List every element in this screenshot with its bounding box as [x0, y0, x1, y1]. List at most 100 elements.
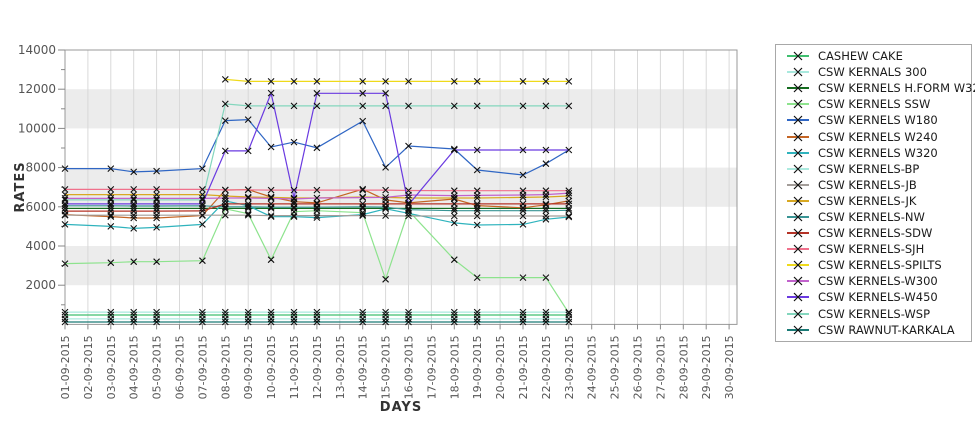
legend-item-cashew-cake: CASHEW CAKE	[776, 48, 971, 64]
legend-label: CSW KERNELS-WSP	[818, 306, 931, 321]
grid-band	[65, 167, 737, 207]
x-tick-label: 16-09-2015	[403, 335, 416, 399]
x-tick-label: 20-09-2015	[494, 335, 507, 399]
legend-item-csw-kernels-spilts: CSW KERNELS-SPILTS	[776, 257, 971, 273]
x-tick-label: 17-09-2015	[425, 335, 438, 399]
y-tick-label: 6000	[25, 200, 56, 214]
legend-marker-icon	[787, 293, 809, 302]
x-tick-label: 09-09-2015	[242, 335, 255, 399]
y-axis-title: RATES	[13, 161, 28, 212]
x-tick-label: 21-09-2015	[517, 335, 530, 399]
y-tick-label: 14000	[18, 43, 56, 57]
legend-marker-icon	[787, 99, 809, 109]
legend-marker-icon	[787, 51, 809, 61]
legend-label: CSW KERNELS-SDW	[818, 226, 933, 241]
grid-band	[65, 89, 737, 129]
legend-label: CSW KERNELS W320	[818, 145, 938, 160]
x-tick-label: 13-09-2015	[334, 335, 347, 399]
series-line-csw-kernels-nw	[65, 205, 569, 212]
legend-label: CSW KERNELS W240	[818, 129, 938, 144]
legend-item-csw-kernels-w240: CSW KERNELS W240	[776, 128, 971, 144]
x-tick-label: 04-09-2015	[128, 335, 141, 399]
legend-item-csw-kernels-nw: CSW KERNELS-NW	[776, 209, 971, 225]
legend-item-csw-kernels-sjh: CSW KERNELS-SJH	[776, 241, 971, 257]
x-tick-label: 28-09-2015	[677, 335, 690, 399]
x-tick-label: 27-09-2015	[654, 335, 667, 399]
legend-marker-icon	[787, 309, 809, 318]
legend-marker-icon	[787, 132, 809, 141]
legend-item-csw-kernels-wsp: CSW KERNELS-WSP	[776, 306, 971, 322]
x-tick-label: 02-09-2015	[82, 335, 95, 399]
series-line-csw-kernels-w320	[64, 200, 569, 230]
legend-label: CSW KERNELS-BP	[818, 161, 920, 176]
legend-label: CSW KERNELS-SPILTS	[818, 258, 942, 273]
y-tick-label: 10000	[18, 121, 56, 135]
series-line-csw-kernels-w240	[64, 188, 569, 219]
legend-item-csw-kernals-300: CSW KERNALS 300	[776, 64, 971, 80]
series-line-csw-kernels-sdw	[65, 203, 569, 212]
x-tick-label: 23-09-2015	[563, 335, 576, 399]
legend-marker-icon	[787, 212, 809, 222]
x-tick-label: 22-09-2015	[540, 335, 553, 399]
x-tick-label: 26-09-2015	[632, 335, 645, 399]
legend-item-csw-rawnut-karkala: CSW RAWNUT-KARKALA	[776, 322, 971, 338]
x-tick-label: 01-09-2015	[59, 335, 72, 399]
legend-marker-icon	[787, 115, 809, 125]
x-tick-label: 30-09-2015	[723, 335, 736, 399]
legend-marker-icon	[787, 325, 809, 335]
plot-layer: 2000 4000 6000 8000 10000 12000 14000 01-09-201…	[18, 43, 738, 399]
legend-label: CSW KERNELS-JB	[818, 177, 917, 192]
x-tick-label: 29-09-2015	[700, 335, 713, 399]
legend-marker-icon	[787, 276, 809, 286]
y-tick-label: 4000	[25, 239, 56, 253]
legend-label: CSW KERNELS SSW	[818, 97, 931, 112]
legend-marker-icon	[787, 260, 809, 270]
legend-item-csw-kernels-h-form-w320: CSW KERNELS H.FORM W320	[776, 80, 975, 96]
grid-band	[65, 246, 737, 286]
legend-item-csw-kernels-w450: CSW KERNELS-W450	[776, 289, 971, 305]
x-tick-label: 06-09-2015	[174, 335, 187, 399]
series-line-csw-kernels-jb	[65, 214, 569, 217]
legend-item-csw-kernels-w320: CSW KERNELS W320	[776, 145, 971, 161]
legend-item-csw-kernels-bp: CSW KERNELS-BP	[776, 161, 971, 177]
chart-legend: CASHEW CAKE CSW KERNALS 300 CSW KERNELS H.…	[775, 44, 975, 342]
series-line-csw-kernels-sjh	[65, 188, 569, 192]
legend-label: CSW KERNELS-NW	[818, 209, 925, 224]
x-tick-label: 18-09-2015	[448, 335, 461, 399]
legend-item-csw-kernels-sdw: CSW KERNELS-SDW	[776, 225, 971, 241]
legend-label: CSW KERNELS-W300	[818, 274, 938, 289]
legend-label: CSW KERNELS-W450	[818, 290, 938, 305]
legend-marker-icon	[787, 228, 809, 238]
x-tick-label: 15-09-2015	[380, 335, 393, 399]
legend-label: CSW RAWNUT-KARKALA	[818, 322, 955, 337]
series-line-csw-kernels-wsp	[65, 103, 569, 201]
series-line-csw-kernels-w300	[65, 192, 569, 200]
x-tick-label: 03-09-2015	[105, 335, 118, 399]
legend-label: CSW KERNALS 300	[818, 65, 927, 80]
x-axis-title: DAYS	[380, 400, 422, 415]
x-tick-label: 14-09-2015	[357, 335, 370, 399]
x-tick-label: 08-09-2015	[219, 335, 232, 399]
legend-marker-icon	[787, 196, 809, 206]
legend-item-csw-kernels-w180: CSW KERNELS W180	[776, 112, 971, 128]
series-line-csw-kernels-w450	[65, 91, 569, 207]
data-point-x-markers	[61, 76, 573, 326]
legend-label: CASHEW CAKE	[818, 49, 903, 64]
legend-item-csw-kernels-w300: CSW KERNELS-W300	[776, 273, 971, 289]
x-tick-label: 11-09-2015	[288, 335, 301, 399]
legend-marker-icon	[787, 164, 809, 174]
legend-marker-icon	[787, 148, 809, 158]
y-tick-label: 12000	[18, 82, 56, 96]
x-tick-label: 24-09-2015	[586, 335, 599, 399]
x-tick-label: 25-09-2015	[609, 335, 622, 399]
x-tick-label: 19-09-2015	[471, 335, 484, 399]
legend-item-csw-kernels-jb: CSW KERNELS-JB	[776, 177, 971, 193]
y-tick-label: 8000	[25, 161, 56, 175]
x-tick-label: 07-09-2015	[196, 335, 209, 399]
legend-item-csw-kernels-jk: CSW KERNELS-JK	[776, 193, 971, 209]
legend-label: CSW KERNELS-SJH	[818, 242, 925, 257]
x-tick-label: 10-09-2015	[265, 335, 278, 399]
